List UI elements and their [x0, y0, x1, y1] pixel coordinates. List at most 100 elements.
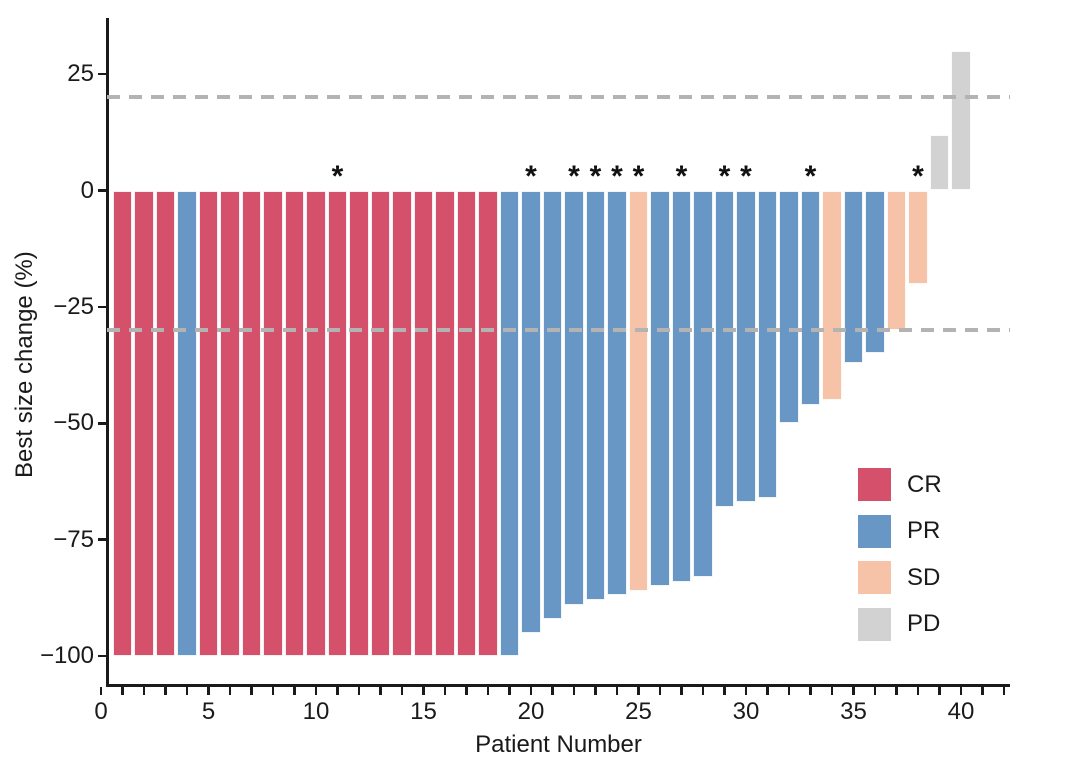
x-tick-23 — [594, 686, 597, 695]
y-tick-label-0: 0 — [80, 176, 94, 204]
x-tick-20 — [529, 686, 533, 695]
x-tick-label-30: 30 — [732, 698, 760, 725]
cr-swatch — [858, 468, 891, 501]
x-tick-29 — [723, 686, 726, 695]
bar-patient-18 — [478, 190, 498, 656]
x-tick-35 — [852, 686, 855, 695]
x-tick-17 — [465, 686, 468, 695]
bar-patient-10 — [306, 190, 326, 656]
bar-patient-40 — [951, 50, 971, 191]
bar-patient-13 — [370, 190, 391, 656]
bar-patient-11 — [327, 190, 348, 656]
x-tick-24 — [615, 686, 619, 695]
bar-patient-24 — [607, 190, 627, 596]
y-axis-spine — [105, 18, 109, 686]
bar-patient-19 — [499, 190, 520, 656]
asterisk-patient-20: * — [525, 160, 537, 193]
y-tick--75 — [97, 538, 106, 541]
asterisk-patient-30: * — [740, 160, 752, 193]
bar-patient-15 — [413, 190, 434, 656]
x-tick-36 — [873, 686, 877, 695]
bar-patient-12 — [349, 190, 369, 656]
x-tick-12 — [357, 686, 361, 695]
bar-patient-20 — [521, 190, 541, 633]
x-tick-19 — [508, 686, 511, 695]
bar-patient-29 — [714, 190, 735, 508]
legend-label-pr: PR — [907, 517, 941, 544]
x-tick-6 — [228, 686, 232, 695]
x-tick-37 — [895, 686, 898, 695]
x-tick-7 — [250, 686, 253, 695]
bar-patient-2 — [134, 190, 154, 656]
x-tick-4 — [185, 686, 189, 695]
sd-swatch — [858, 561, 891, 594]
x-tick-16 — [443, 686, 447, 695]
y-tick-label--100: −100 — [39, 642, 94, 669]
x-tick-label-15: 15 — [410, 698, 437, 725]
y-tick-label--25: −25 — [53, 292, 94, 320]
y-tick--50 — [97, 422, 106, 425]
x-tick-10 — [314, 686, 318, 695]
x-tick-5 — [207, 686, 210, 695]
x-axis-title: Patient Number — [475, 731, 642, 758]
asterisk-patient-29: * — [718, 160, 731, 193]
bar-patient-38 — [908, 190, 928, 284]
x-tick-26 — [658, 686, 662, 695]
y-tick-0 — [97, 189, 106, 192]
x-tick-1 — [121, 686, 124, 695]
x-tick-31 — [766, 686, 769, 695]
y-tick-label-25: 25 — [67, 60, 94, 88]
bar-patient-7 — [241, 190, 262, 656]
bar-patient-16 — [435, 190, 455, 656]
legend-label-pd: PD — [907, 610, 941, 637]
asterisk-patient-38: * — [912, 160, 924, 193]
bar-patient-39 — [929, 134, 950, 191]
legend-item-sd: SD — [858, 561, 940, 594]
bar-patient-22 — [564, 190, 584, 605]
bar-patient-23 — [585, 190, 606, 601]
x-tick-label-40: 40 — [947, 698, 975, 725]
pr-swatch — [858, 514, 891, 548]
y-tick-25 — [97, 72, 106, 76]
x-tick-34 — [830, 686, 834, 695]
legend-label-sd: SD — [907, 563, 941, 591]
x-tick-32 — [787, 686, 791, 695]
x-tick-21 — [551, 686, 554, 695]
x-tick-3 — [164, 686, 167, 695]
bar-patient-8 — [263, 190, 283, 656]
x-tick-11 — [336, 686, 339, 695]
bar-patient-14 — [392, 190, 412, 656]
bar-patient-25 — [628, 190, 649, 591]
bar-patient-1 — [112, 190, 133, 656]
x-tick-25 — [637, 686, 640, 695]
legend-item-pd: PD — [858, 607, 941, 641]
y-axis-title: Best size change (%) — [11, 251, 38, 479]
legend-item-cr: CR — [858, 468, 942, 501]
asterisk-patient-22: * — [568, 160, 580, 193]
x-tick-0 — [99, 686, 103, 695]
bar-patient-21 — [542, 190, 563, 619]
bar-patient-26 — [650, 190, 670, 587]
x-tick-30 — [744, 686, 748, 695]
bar-patient-28 — [693, 190, 713, 577]
bar-patient-34 — [822, 190, 842, 400]
bar-patient-27 — [671, 190, 692, 582]
x-tick-33 — [809, 686, 812, 695]
x-tick-2 — [142, 686, 146, 695]
bar-patient-32 — [779, 190, 799, 424]
y-tick-label--75: −75 — [53, 525, 94, 553]
bar-patient-35 — [843, 190, 864, 363]
bar-patient-36 — [865, 190, 885, 354]
x-tick-14 — [400, 686, 404, 695]
reference-line-plus20 — [107, 95, 1010, 100]
bar-patient-9 — [284, 190, 305, 656]
x-tick-label-20: 20 — [517, 698, 545, 725]
x-tick-18 — [486, 686, 490, 695]
reference-line-minus30 — [107, 328, 1010, 333]
x-tick-15 — [422, 686, 425, 695]
x-tick-22 — [572, 686, 576, 695]
bar-patient-6 — [220, 190, 240, 656]
bar-patient-30 — [736, 190, 756, 503]
y-tick--25 — [97, 305, 106, 309]
